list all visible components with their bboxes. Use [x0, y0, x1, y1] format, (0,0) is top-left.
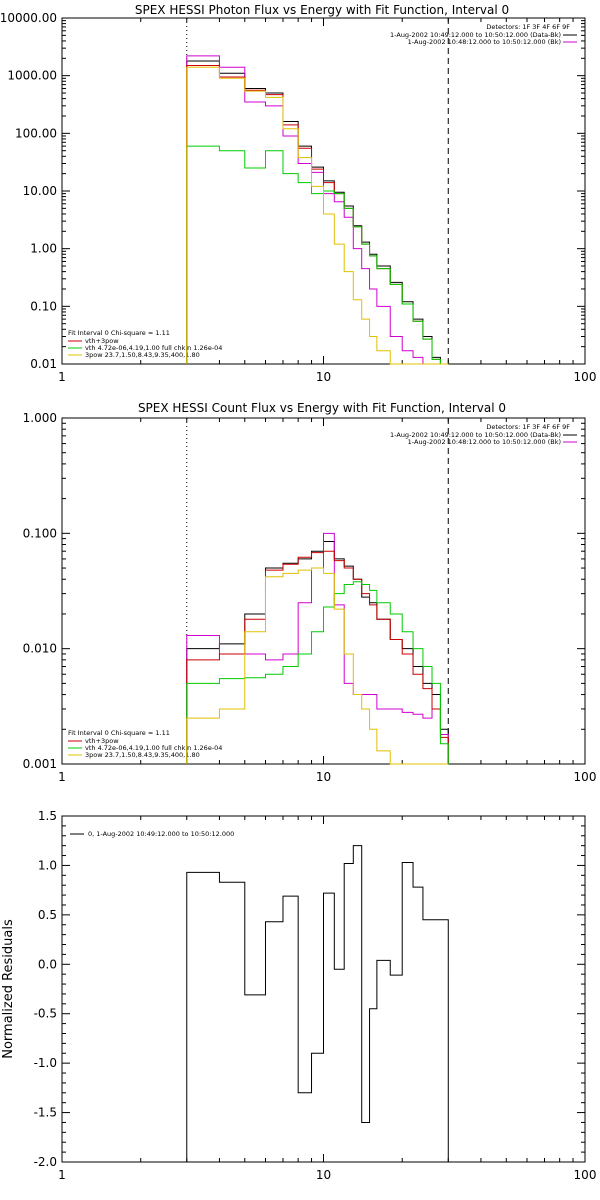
residuals-series-0-1-aug-2002-10-49-12-00-0: [186, 845, 449, 1162]
residuals-y-tick-label: -1.0: [34, 1056, 57, 1070]
photon-flux-x-tick-label: 100: [574, 370, 597, 384]
photon-flux-fit-legend-vthpow: vth+3pow: [85, 337, 119, 345]
count-flux-series-1-aug-2002-10-48-12-000--1: [186, 532, 449, 764]
residuals-y-tick-label: -0.5: [34, 1007, 57, 1021]
count-flux-y-tick-label: 0.001: [23, 757, 57, 771]
photon-flux-y-tick-label: 0.01: [30, 357, 57, 371]
count-flux-header-bk: 1-Aug-2002 10:48:12.000 to 10:50:12.000 …: [408, 438, 561, 446]
count-flux-x-tick-label: 10: [316, 770, 331, 784]
photon-flux-y-tick-label: 10000.00: [0, 11, 57, 25]
residuals-x-tick-label: 1: [58, 1168, 66, 1182]
residuals-x-tick-label: 100: [574, 1168, 597, 1182]
photon-flux-y-tick-label: 1000.00: [7, 69, 57, 83]
chart-marks: 1 10 1000.010.101.0010.00100.001000.001000…: [0, 11, 596, 1182]
photon-flux-x-tick-label: 1: [58, 370, 66, 384]
count-flux-series-vth-3: [186, 581, 449, 764]
residuals-y-tick-label: 0.0: [38, 957, 57, 971]
photon-flux-fit-legend-title: Fit Interval 0 Chi-square = 1.11: [68, 329, 170, 337]
count-flux-fit-legend-title: Fit Interval 0 Chi-square = 1.11: [68, 729, 170, 737]
photon-flux-fit-legend: Fit Interval 0 Chi-square = 1.11 vth+3po…: [68, 329, 222, 359]
residuals-y-tick-label: 1.0: [38, 858, 57, 872]
count-flux-series-3pow-4: [186, 567, 449, 765]
residuals-y-tick-label: 1.5: [38, 809, 57, 823]
count-flux-title: SPEX HESSI Count Flux vs Energy with Fit…: [138, 401, 506, 415]
residuals-x-tick-label: 10: [316, 1168, 331, 1182]
count-flux-x-tick-label: 1: [58, 770, 66, 784]
photon-flux-header-bk: 1-Aug-2002 10:48:12.000 to 10:50:12.000 …: [408, 38, 561, 46]
photon-flux-series-1-aug-2002-10-48-12-000--1: [186, 55, 449, 365]
photon-flux-header-data: 1-Aug-2002 10:49:12.000 to 10:50:12.000 …: [390, 31, 561, 39]
residuals-y-tick-label: -1.5: [34, 1106, 57, 1120]
residuals-y-tick-label: -2.0: [34, 1155, 57, 1169]
photon-flux-fit-legend-3pow: 3pow 23.7,1.50,8.43,9.35,400,1.80: [85, 351, 200, 359]
count-flux-y-tick-label: 0.010: [23, 642, 57, 656]
photon-flux-y-tick-label: 10.00: [23, 184, 57, 198]
count-flux-fit-legend-vthpow: vth+3pow: [85, 737, 119, 745]
photon-flux-x-tick-label: 10: [316, 370, 331, 384]
photon-flux-header-detectors: Detectors: 1F 3F 4F 6F 9F: [486, 23, 570, 31]
residuals-legend-entry: 0, 1-Aug-2002 10:49:12.000 to 10:50:12.0…: [88, 830, 234, 838]
photon-flux-y-tick-label: 0.10: [30, 299, 57, 313]
photon-flux-title: SPEX HESSI Photon Flux vs Energy with Fi…: [135, 3, 509, 17]
photon-flux-y-tick-label: 1.00: [30, 242, 57, 256]
residuals-y-tick-label: 0.5: [38, 908, 57, 922]
residuals-ylabel: Normalized Residuals: [1, 919, 16, 1059]
photon-flux-series-vth-3: [186, 145, 449, 365]
count-flux-y-tick-label: 1.000: [23, 411, 57, 425]
photon-flux-series-3pow-4: [186, 66, 449, 365]
count-flux-fit-legend-3pow: 3pow 23.7,1.50,8.43,9.35,400,1.80: [85, 751, 200, 759]
count-flux-header-detectors: Detectors: 1F 3F 4F 6F 9F: [486, 423, 570, 431]
photon-flux-fit-legend-vth: vth 4.72e-06,4.19,1.00 full chkin 1.26e-…: [85, 344, 222, 352]
photon-flux-y-tick-label: 100.00: [15, 126, 57, 140]
count-flux-fit-legend-vth: vth 4.72e-06,4.19,1.00 full chkin 1.26e-…: [85, 744, 222, 752]
count-flux-fit-legend: Fit Interval 0 Chi-square = 1.11 vth+3po…: [68, 729, 222, 759]
count-flux-header-data: 1-Aug-2002 10:49:12.000 to 10:50:12.000 …: [390, 431, 561, 439]
count-flux-y-tick-label: 0.100: [23, 526, 57, 540]
count-flux-x-tick-label: 100: [574, 770, 597, 784]
